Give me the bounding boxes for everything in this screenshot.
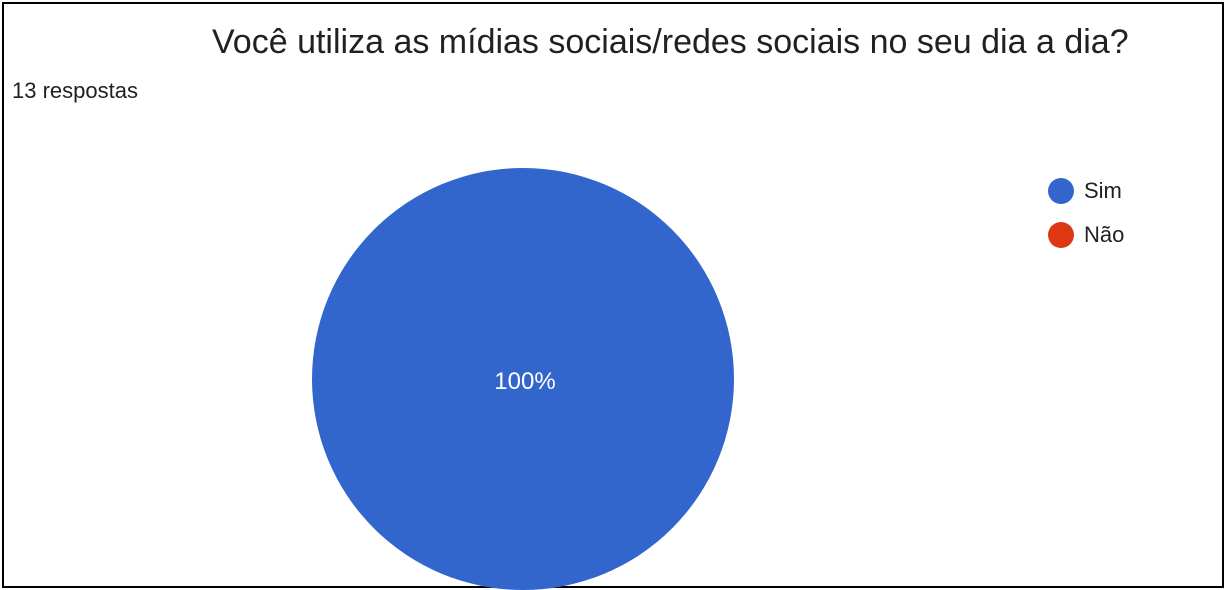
- legend-swatch-nao: [1048, 222, 1074, 248]
- legend-item-nao: Não: [1048, 220, 1124, 250]
- legend-swatch-sim: [1048, 178, 1074, 204]
- response-count: 13 respostas: [12, 78, 138, 103]
- legend: Sim Não: [1048, 176, 1124, 264]
- legend-label-nao: Não: [1084, 222, 1125, 247]
- pie-chart: 100%: [312, 168, 734, 590]
- legend-label-sim: Sim: [1084, 178, 1122, 203]
- pie-slice-label: 100%: [494, 368, 555, 395]
- chart-title: Você utiliza as mídias sociais/redes soc…: [212, 23, 1129, 61]
- legend-item-sim: Sim: [1048, 176, 1124, 206]
- pie-slice-sim: [312, 168, 734, 590]
